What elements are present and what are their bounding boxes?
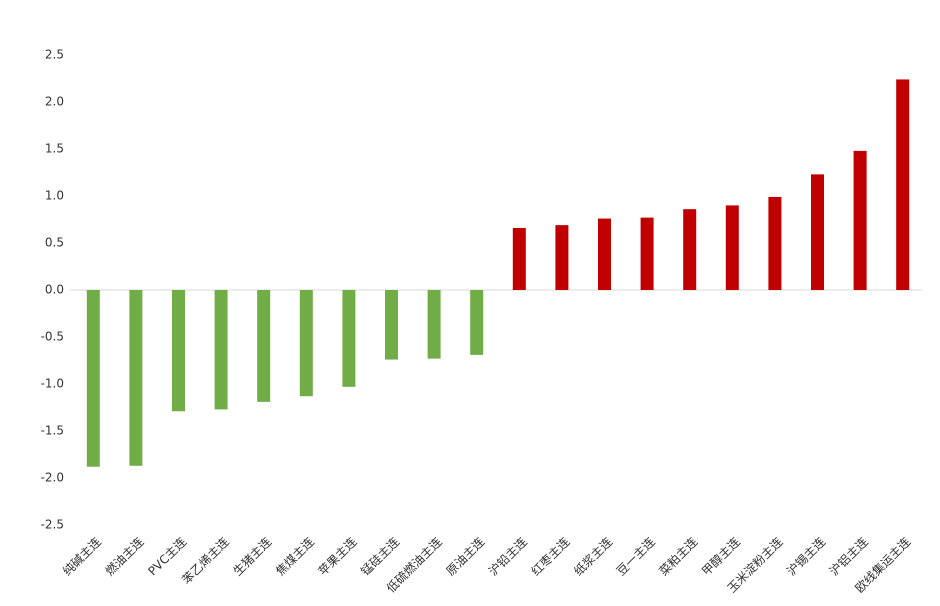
- x-tick-label: 原油主连: [443, 534, 488, 579]
- bar: [640, 217, 654, 290]
- bar: [512, 227, 526, 290]
- x-tick-label: 燃油主连: [102, 534, 147, 579]
- y-tick-label: -0.5: [41, 330, 64, 344]
- x-tick-label: 沪锡主连: [784, 534, 829, 579]
- bar: [214, 290, 228, 410]
- bar: [555, 225, 569, 290]
- x-tick-label: 锰硅主连: [358, 534, 403, 579]
- bar: [683, 209, 697, 290]
- y-tick-label: -1.0: [41, 377, 64, 391]
- y-tick-label: 2.0: [45, 95, 64, 109]
- bar: [385, 290, 398, 360]
- y-tick-label: -2.0: [41, 471, 64, 485]
- bar: [172, 290, 185, 412]
- bar: [853, 150, 867, 290]
- x-tick-label: 生猪主连: [230, 534, 275, 579]
- bar: [470, 290, 484, 355]
- x-tick-label: 甲醇主连: [698, 534, 743, 579]
- bar: [427, 290, 441, 359]
- x-tick-label: 苯乙烯主连: [179, 534, 232, 587]
- bar: [725, 205, 739, 290]
- x-tick-label: 豆一主连: [613, 534, 658, 579]
- bar: [299, 290, 313, 397]
- bar: [896, 79, 910, 290]
- y-tick-label: 1.0: [45, 189, 64, 203]
- bar: [768, 196, 782, 290]
- bar: [257, 290, 271, 402]
- x-tick-label: 纸浆主连: [571, 534, 616, 579]
- y-tick-label: -2.5: [41, 518, 64, 532]
- x-tick-label: 红枣主连: [528, 534, 573, 579]
- bar: [342, 290, 356, 387]
- x-tick-label: 菜粕主连: [656, 534, 701, 579]
- y-tick-label: 2.5: [45, 48, 64, 62]
- x-tick-label: 焦煤主连: [272, 534, 317, 579]
- bar: [86, 290, 100, 467]
- x-tick-label: PVC主连: [145, 534, 189, 578]
- bar: [598, 218, 611, 290]
- y-tick-label: 1.5: [45, 142, 64, 156]
- y-tick-label: -1.5: [41, 424, 64, 438]
- x-tick-label: 苹果主连: [315, 534, 360, 579]
- x-tick-label: 纯碱主连: [59, 534, 104, 579]
- bar: [811, 174, 824, 290]
- y-tick-label: 0.5: [45, 236, 64, 250]
- y-tick-label: 0.0: [45, 283, 64, 297]
- bar: [129, 290, 143, 466]
- x-tick-label: 沪铅主连: [485, 534, 530, 579]
- x-tick-label: 沪铝主连: [826, 534, 871, 579]
